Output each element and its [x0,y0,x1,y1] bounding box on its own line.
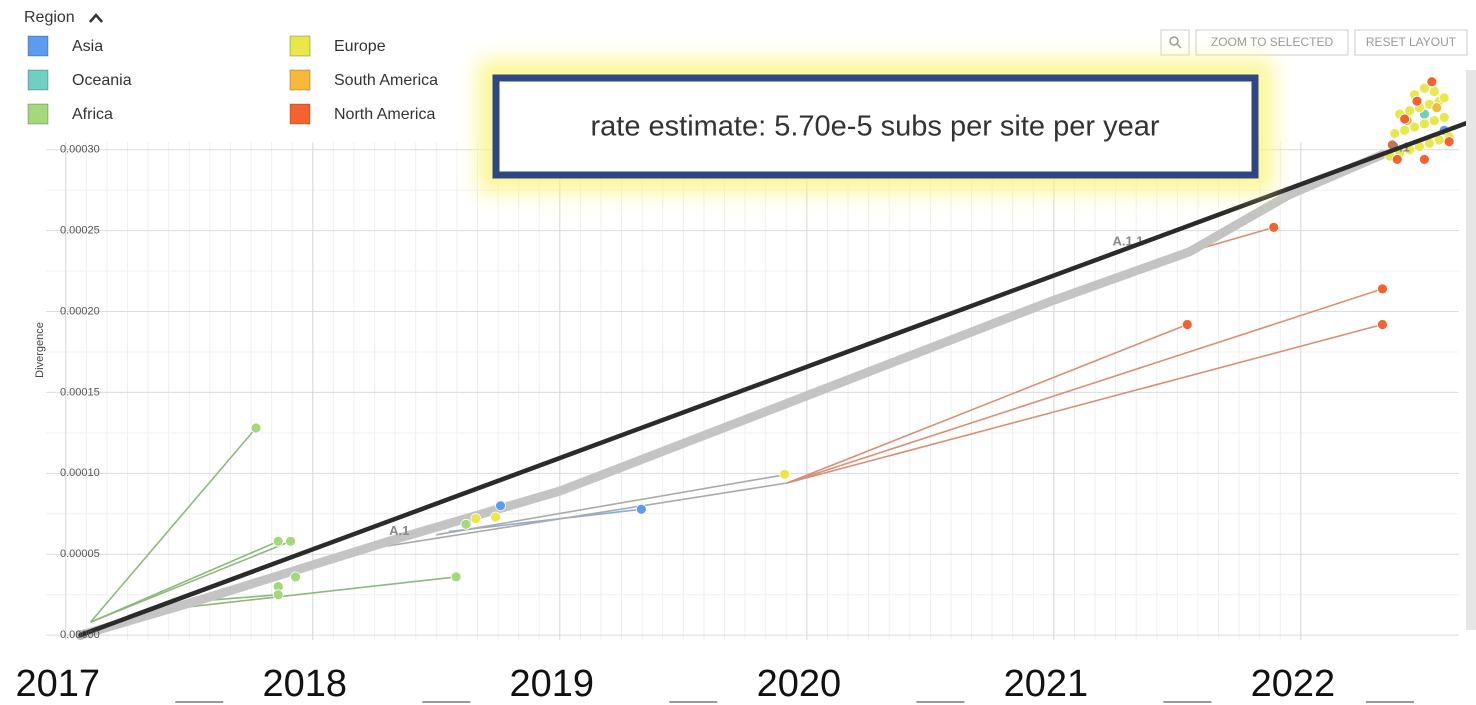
data-point [1419,82,1430,94]
data-point [285,535,296,547]
plot: A.1A.1.1B.1 [75,76,1472,641]
data-point [1419,154,1430,165]
reset-button-label[interactable]: RESET LAYOUT [1366,35,1457,49]
annotation-box [492,74,1259,179]
y-tick-label: 0.00020 [60,305,100,317]
x-tick-label: 2017 [15,663,100,705]
branch [89,427,257,623]
trunk [76,150,1387,640]
data-point [1428,86,1440,97]
legend-label: Asia [72,38,103,55]
y-tick-label: 0.00010 [60,467,100,479]
regression-line [78,119,1472,638]
data-point [1431,102,1443,114]
x-tick-label: 2021 [1004,663,1089,705]
data-point [490,511,501,523]
zoom-button-label[interactable]: ZOOM TO SELECTED [1211,35,1334,49]
branch [786,323,1188,484]
data-point [1181,319,1193,330]
data-point [1411,95,1423,107]
grid [46,142,1459,640]
legend-swatch [289,69,311,91]
data-point [1443,136,1455,148]
x-tick-label: 2020 [757,663,842,705]
magnifier-icon [1169,36,1179,46]
data-point [1377,319,1388,330]
legend-swatch [289,103,311,125]
zoom-button[interactable] [1195,29,1349,56]
legend-label: Africa [72,106,113,123]
y-tick-label: 0.00000 [60,629,100,641]
data-point [1438,111,1450,123]
data-point [272,535,284,547]
legend-label: Europe [334,38,386,55]
data-point [470,513,482,525]
legend-swatch [289,35,311,57]
legend-swatch [27,103,49,125]
data-point [1426,76,1438,88]
data-point [290,571,301,583]
data-point [1268,221,1280,233]
branch [152,576,457,612]
legend-label: South America [334,72,438,89]
data-point [1409,121,1420,133]
y-tick-label: 0.00030 [60,144,100,156]
data-point [250,422,262,434]
y-axis-label: Divergence [34,322,46,378]
x-tick-label: 2019 [510,663,595,705]
magnifier-handle [1176,43,1182,49]
data-point [1399,113,1411,125]
zoom-icon-button[interactable] [1160,29,1190,56]
data-point [1438,92,1450,104]
x-axis: 2017 2018 2019 2020 2021 2022 [15,663,1414,705]
clade-label: A.1 [389,523,409,538]
data-point [1391,154,1403,165]
collapse-icon[interactable] [89,13,103,23]
x-tick-label: 2018 [263,663,348,705]
data-point [460,518,472,530]
legend: Asia Oceania Africa Europe South America Nort… [27,35,438,125]
data-point [1399,124,1411,136]
branch [436,473,788,536]
y-tick-label: 0.00015 [60,386,100,398]
data-point [1419,118,1430,130]
data-point [450,571,462,583]
data-point [779,468,791,480]
data-point [495,500,506,512]
annotation: rate estimate: 5.70e-5 subs per site per… [590,111,1159,143]
legend-title: Region [24,9,75,26]
legend-label: Oceania [72,72,132,89]
data-point [272,589,284,601]
y-tick-label: 0.00005 [60,548,100,560]
legend-label: North America [334,106,435,123]
data-point [1428,115,1440,126]
branch [386,482,788,547]
branch [786,323,1383,484]
data-point [1377,283,1388,295]
data-point [1389,128,1401,139]
y-tick-label: 0.00025 [60,225,100,237]
data-point [635,503,647,515]
reset-button[interactable] [1354,29,1468,56]
branch [90,540,291,623]
scrollbar [1466,70,1476,630]
branch [786,288,1383,484]
legend-swatch [27,35,49,57]
x-tick-label: 2022 [1251,663,1336,705]
legend-swatch [27,69,49,91]
